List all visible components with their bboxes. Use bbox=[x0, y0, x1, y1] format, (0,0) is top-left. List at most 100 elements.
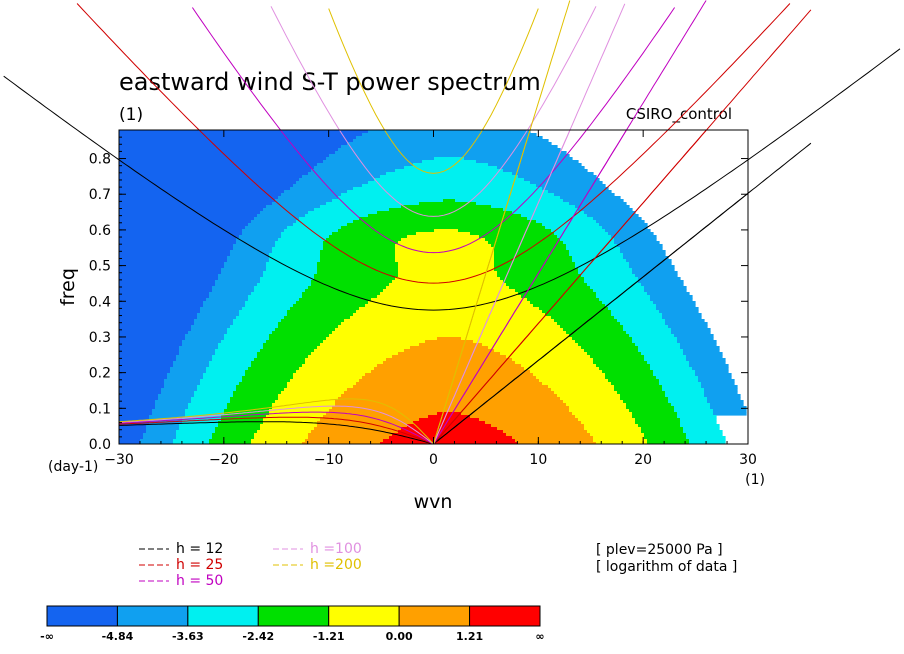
field-cell bbox=[317, 163, 414, 167]
field-cell bbox=[377, 364, 522, 368]
field-cell bbox=[581, 274, 636, 278]
field-cell bbox=[656, 376, 699, 380]
field-cell bbox=[563, 199, 624, 203]
field-cell bbox=[179, 352, 216, 356]
field-cell bbox=[398, 271, 498, 275]
field-cell bbox=[707, 400, 744, 404]
field-cell bbox=[611, 310, 660, 314]
field-cell bbox=[398, 262, 495, 266]
field-cell bbox=[323, 244, 396, 248]
field-cell bbox=[179, 349, 216, 353]
x-tick-label: 30 bbox=[739, 452, 757, 468]
field-cell bbox=[119, 304, 204, 308]
field-cell bbox=[191, 328, 228, 332]
field-cell bbox=[566, 244, 618, 248]
field-cell bbox=[236, 385, 288, 389]
field-cell bbox=[551, 316, 615, 320]
field-cell bbox=[710, 403, 744, 407]
field-cell bbox=[119, 259, 228, 263]
field-cell bbox=[182, 340, 222, 344]
field-cell bbox=[119, 394, 159, 398]
field-cell bbox=[152, 409, 186, 413]
field-cell bbox=[323, 340, 426, 344]
field-cell bbox=[395, 244, 492, 248]
field-cell bbox=[686, 358, 726, 362]
field-cell bbox=[437, 337, 462, 341]
field-cell bbox=[149, 415, 186, 419]
field-cell bbox=[614, 316, 663, 320]
field-cell bbox=[224, 337, 270, 341]
field-cell bbox=[662, 385, 702, 389]
field-cell bbox=[290, 307, 360, 311]
field-cell bbox=[215, 427, 261, 431]
field-cell bbox=[560, 397, 621, 401]
field-cell bbox=[293, 376, 363, 380]
field-cell bbox=[677, 415, 717, 419]
field-cell bbox=[704, 388, 738, 392]
field-cell bbox=[206, 370, 246, 374]
field-cell bbox=[491, 424, 585, 428]
rossby-curve bbox=[119, 421, 434, 444]
field-cell bbox=[401, 427, 498, 431]
field-cell bbox=[230, 400, 276, 404]
field-cell bbox=[287, 385, 354, 389]
field-cell bbox=[185, 412, 225, 416]
field-cell bbox=[197, 388, 237, 392]
field-cell bbox=[173, 364, 210, 368]
field-cell bbox=[158, 394, 195, 398]
field-cell bbox=[236, 388, 285, 392]
field-cell bbox=[515, 439, 594, 443]
field-cell bbox=[503, 280, 585, 284]
field-cell bbox=[200, 310, 240, 314]
field-cell bbox=[677, 337, 714, 341]
field-cell bbox=[671, 328, 711, 332]
field-cell bbox=[434, 157, 465, 161]
field-cell bbox=[296, 370, 372, 374]
field-cell bbox=[323, 247, 396, 251]
field-cell bbox=[659, 310, 699, 314]
field-cell bbox=[647, 292, 690, 296]
field-cell bbox=[263, 346, 318, 350]
field-cell bbox=[674, 406, 711, 410]
field-cell bbox=[269, 337, 327, 341]
field-cell bbox=[584, 280, 639, 284]
colorbar: -∞ -4.84 -3.63 -2.42 -1.21 0.00 1.21 ∞ bbox=[40, 605, 545, 643]
gravity-wave-curve bbox=[76, 3, 791, 284]
field-cell bbox=[644, 436, 687, 440]
field-cell bbox=[209, 295, 249, 299]
field-cell bbox=[206, 367, 249, 371]
rossby-curve bbox=[119, 416, 434, 444]
field-cell bbox=[203, 301, 246, 305]
x-axis: −30 −20 −10 0 10 20 30 bbox=[104, 130, 757, 468]
field-cell bbox=[620, 247, 663, 251]
field-cell bbox=[146, 427, 180, 431]
field-cell bbox=[119, 202, 273, 206]
field-cell bbox=[314, 427, 402, 431]
field-cell bbox=[308, 286, 387, 290]
field-cell bbox=[164, 379, 201, 383]
field-cell bbox=[263, 208, 315, 212]
field-cell bbox=[587, 352, 642, 356]
field-cell bbox=[269, 412, 327, 416]
field-cell bbox=[269, 409, 330, 413]
field-cell bbox=[503, 169, 588, 173]
field-cell bbox=[461, 412, 573, 416]
field-cell bbox=[239, 313, 288, 317]
field-cell bbox=[644, 289, 687, 293]
field-cell bbox=[668, 397, 708, 401]
field-cell bbox=[680, 421, 717, 425]
field-cell bbox=[341, 226, 546, 230]
field-cell bbox=[119, 268, 222, 272]
field-cell bbox=[332, 406, 570, 410]
field-cell bbox=[119, 430, 147, 434]
field-cell bbox=[494, 268, 579, 272]
field-cell bbox=[311, 430, 399, 434]
field-cell bbox=[647, 439, 690, 443]
field-cell bbox=[653, 370, 696, 374]
x-tick-label: −20 bbox=[209, 452, 239, 468]
field-cell bbox=[323, 415, 429, 419]
field-cell bbox=[629, 409, 675, 413]
field-cell bbox=[590, 355, 645, 359]
